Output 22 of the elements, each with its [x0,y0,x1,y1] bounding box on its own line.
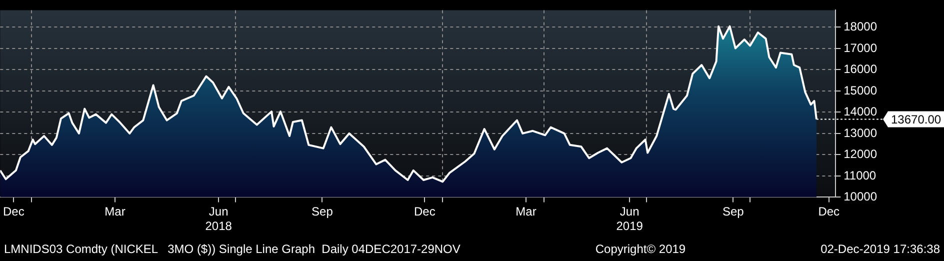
text: Copyright© 2019 [595,242,686,256]
y-tick-label: 12000 [844,147,878,162]
y-tick-label: 13000 [844,126,878,140]
x-tick-label: Dec [414,204,436,219]
y-tick-label: 16000 [844,62,878,76]
x-tick-label: Jun 2018 [205,204,232,234]
y-tick-label: 17000 [844,40,878,55]
text: 02-Dec-2019 17:36:38 [820,242,940,256]
x-tick-label: Jun 2019 [616,204,644,234]
x-tick-label: Mar [516,204,536,219]
y-tick-label: 14000 [844,104,878,119]
x-tick-label: Dec [818,204,840,219]
y-tick-label: 11000 [844,168,876,182]
x-tick-label: Sep [722,204,744,219]
text: LMNIDS03 Comdty (NICKEL 3MO ($)) Single Line Graph Daily 04DEC2017-29NOV [4,242,460,256]
y-tick-label: 18000 [844,20,878,34]
y-tick-label: 15000 [844,83,878,98]
x-tick-label: Mar [104,204,126,219]
x-tick-label: Dec [3,204,24,219]
y-tick-label: 10000 [844,190,878,204]
x-tick-label: Sep [312,204,334,219]
annotation: 13670.00 [891,112,942,127]
